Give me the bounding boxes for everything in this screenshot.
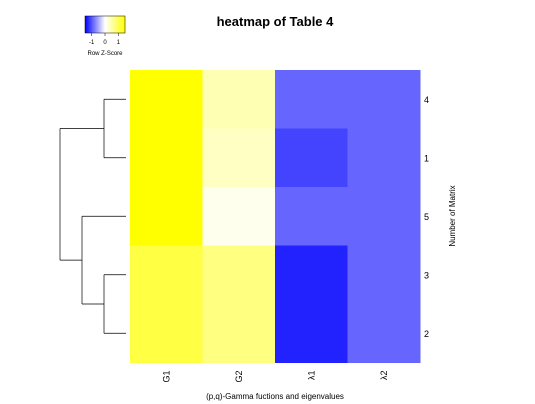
row-label: 1: [424, 153, 429, 163]
heatmap-cell: [347, 245, 421, 305]
heatmap-cell: [130, 187, 203, 246]
heatmap-cell: [130, 128, 203, 188]
heatmap-cell: [347, 187, 421, 246]
heatmap-cell: [275, 128, 348, 188]
color-key-bar: [84, 15, 126, 34]
heatmap-cell: [347, 70, 421, 129]
x-axis-label: (p,q)-Gamma fuctions and eigenvalues: [206, 392, 344, 401]
color-key-tick-label: 0: [103, 40, 107, 46]
chart-title: heatmap of Table 4: [217, 14, 335, 29]
column-labels: G1 G2 λ1 λ2: [161, 371, 389, 383]
heatmap-cell: [202, 304, 276, 363]
heatmap-cell: [275, 304, 348, 363]
column-label: G1: [161, 371, 171, 383]
heatmap-cell: [202, 187, 276, 246]
column-label: G2: [234, 371, 244, 383]
heatmap-cell: [130, 70, 203, 129]
heatmap-cell: [130, 245, 203, 305]
heatmap-cell: [202, 245, 276, 305]
row-label: 4: [424, 95, 429, 105]
column-label: λ2: [379, 371, 389, 381]
column-label: λ1: [306, 371, 316, 381]
heatmap-cells: [130, 70, 421, 363]
heatmap-cell: [275, 245, 348, 305]
heatmap-cell: [202, 128, 276, 188]
row-label: 5: [424, 212, 429, 222]
color-key-tick-label: 1: [117, 40, 121, 46]
color-key: -1 0 1 Row Z-Score: [84, 15, 126, 57]
heatmap-cell: [347, 128, 421, 188]
heatmap-cell: [202, 70, 276, 129]
row-label: 2: [424, 329, 429, 339]
row-label: 3: [424, 270, 429, 280]
y-axis-label: Number of Matrix: [448, 185, 457, 246]
color-key-tick-label: -1: [89, 40, 95, 46]
color-key-label: Row Z-Score: [87, 51, 123, 57]
heatmap-cell: [275, 187, 348, 246]
heatmap-cell: [347, 304, 421, 363]
heatmap-cell: [130, 304, 203, 363]
row-dendrogram: [59, 98, 126, 334]
row-labels: 4 1 5 3 2: [424, 95, 429, 339]
heatmap-cell: [275, 70, 348, 129]
